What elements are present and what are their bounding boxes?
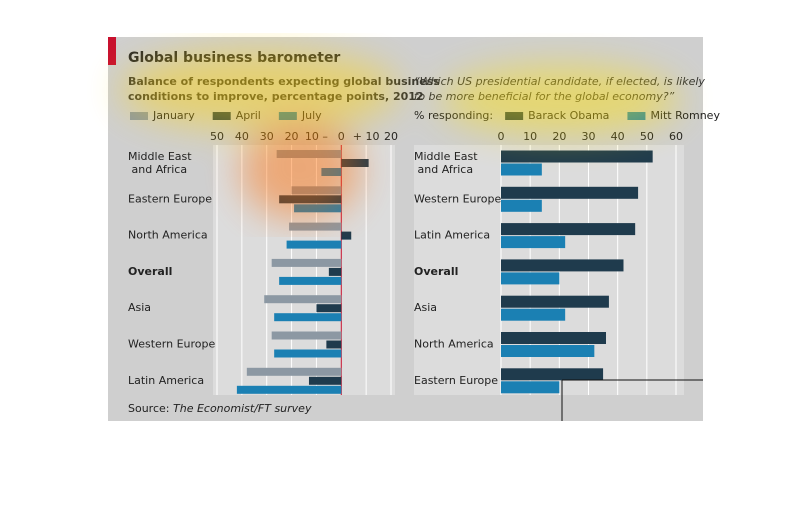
bar [271, 258, 342, 267]
bar [274, 313, 342, 322]
category-label: Western Europe [414, 192, 502, 205]
x-tick-label: 20 [384, 130, 398, 143]
category-label: Eastern Europe [128, 192, 212, 205]
bar [501, 163, 542, 176]
category-label: Asia [128, 301, 151, 314]
legend-swatch [130, 112, 148, 120]
category-line: and Africa [414, 163, 473, 176]
category-line: Middle East [414, 150, 478, 163]
bar [501, 332, 606, 344]
category-label: North America [414, 338, 494, 351]
bar [501, 236, 566, 249]
bar [274, 349, 342, 358]
x-tick-label: 60 [669, 130, 683, 143]
bar [501, 345, 595, 357]
bar [501, 295, 609, 308]
bar [501, 272, 560, 285]
bar [501, 150, 653, 163]
bar [341, 231, 352, 240]
category-label: Asia [414, 301, 437, 314]
bar [236, 385, 342, 394]
bar [289, 222, 342, 231]
bar [286, 240, 342, 249]
bar [501, 368, 604, 381]
x-tick-label: 40 [235, 130, 249, 143]
x-tick-label: 40 [611, 130, 625, 143]
category-label: Overall [414, 265, 458, 278]
bar [501, 308, 566, 321]
category-label: Overall [128, 265, 172, 278]
source: Source: The Economist/FT survey [128, 402, 312, 415]
bar [308, 376, 342, 385]
bar [501, 259, 624, 272]
bar [264, 295, 342, 304]
bar [501, 186, 639, 199]
category-line: and Africa [128, 163, 187, 176]
x-tick-label: 0 [498, 130, 505, 143]
bar [279, 276, 342, 285]
x-tick-label: + 10 [353, 130, 380, 143]
x-tick-label: 50 [210, 130, 224, 143]
category-label: Eastern Europe [414, 374, 498, 387]
x-tick-label: 50 [640, 130, 654, 143]
bar [246, 367, 342, 376]
category-label: Latin America [128, 374, 204, 387]
category-label: Latin America [414, 229, 490, 242]
bar [271, 331, 342, 340]
pointer-lines [561, 379, 703, 421]
source-text: The Economist/FT survey [173, 402, 312, 415]
category-label: Middle East and Africa [128, 150, 192, 176]
accent-bar [108, 37, 116, 65]
category-label: North America [128, 229, 208, 242]
bar [316, 304, 342, 313]
bar [326, 340, 342, 349]
category-label: Middle East and Africa [414, 150, 478, 176]
bar [501, 381, 560, 394]
source-label: Source: [128, 402, 170, 415]
bar [501, 199, 542, 212]
category-line: Middle East [128, 150, 192, 163]
bar [328, 267, 342, 276]
heatmap [120, 50, 680, 220]
category-label: Western Europe [128, 338, 216, 351]
bar [501, 223, 636, 236]
